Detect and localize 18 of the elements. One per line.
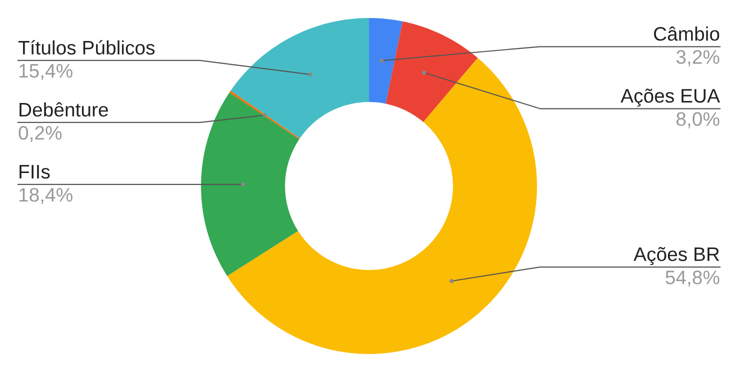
slice-label: Títulos Públicos <box>18 40 155 55</box>
data-label: 8,0% <box>676 112 720 128</box>
donut-slice <box>386 21 478 122</box>
donut-slice <box>227 58 537 354</box>
slice-label: Câmbio <box>654 26 720 41</box>
donut-slice <box>229 90 300 140</box>
slice-label: Ações EUA <box>620 88 720 107</box>
slice-label: Debênture <box>20 102 108 117</box>
data-label: 3,2% <box>676 50 720 66</box>
slice-label: Ações BR <box>634 246 720 266</box>
data-label: 15,4% <box>19 64 72 80</box>
donut-slice <box>201 92 300 276</box>
data-label: 54,8% <box>666 270 720 287</box>
donut-slice <box>369 18 403 104</box>
data-label: 0,2% <box>18 126 62 142</box>
donut-slice <box>230 18 369 138</box>
slice-label: FIIs <box>20 165 50 179</box>
data-label: 18,4% <box>19 188 72 204</box>
